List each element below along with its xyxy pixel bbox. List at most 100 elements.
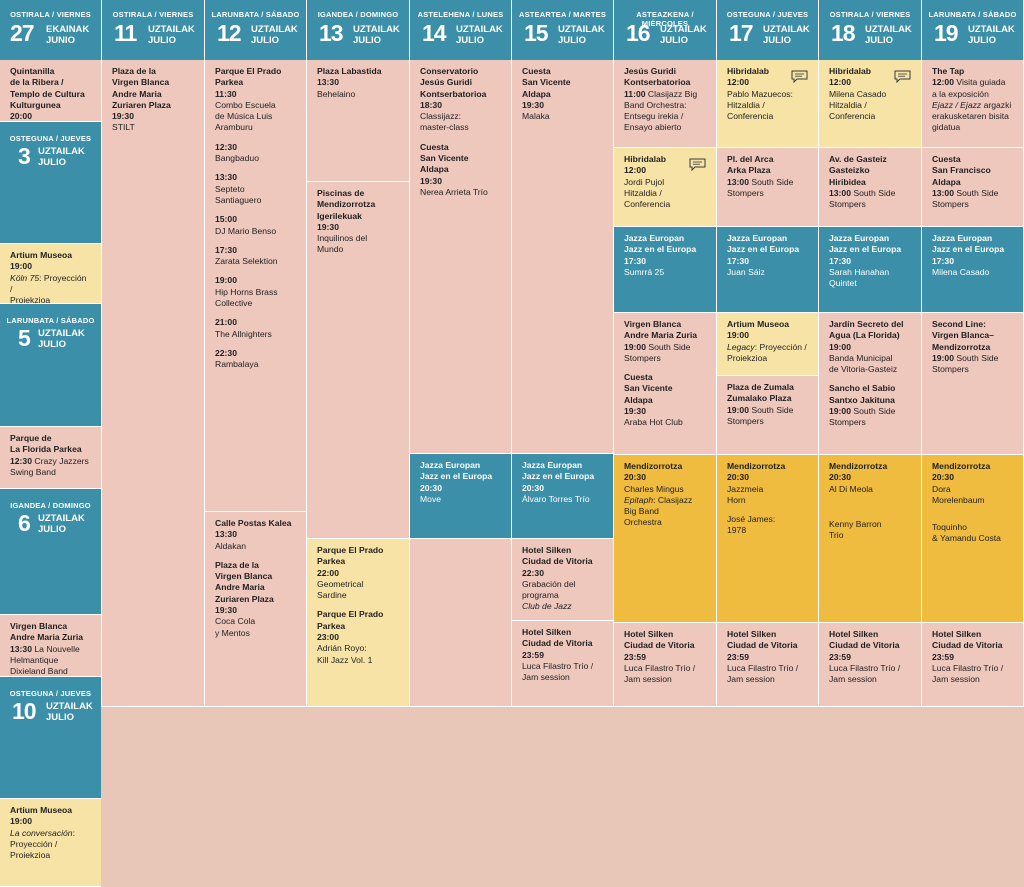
event-cell: Hotel Silken Ciudad de Vitoria 23:59 Luca … — [614, 623, 716, 707]
day-header: LARUNBATA / SÁBADO 5 UZTAILAK JULIO — [0, 304, 101, 427]
venue-name: Hotel Silken Ciudad de Vitoria — [522, 545, 593, 567]
event-time: 12:30 — [10, 455, 32, 466]
venue-name: Parque El Prado Parkea — [317, 609, 384, 631]
event-line: Parque El Prado Parkea — [215, 66, 296, 89]
event-line: 13:00 South Side Stompers — [829, 188, 911, 211]
venue-name: Mendizorrotza — [727, 461, 786, 471]
venue-name: Jazza Europan Jazz en el Europa — [624, 233, 697, 255]
event-cell: Jesús Guridi Kontserbatorioa 11:00 Clasij… — [614, 60, 716, 148]
event-time: 19:00 — [215, 275, 237, 286]
event-detail: Toquinho & Yamandu Costa — [932, 522, 1001, 544]
venue-name: Parque El Prado Parkea — [317, 545, 384, 567]
event-line: 11:00 Clasijazz Big Band Orchestra: Ents… — [624, 89, 706, 134]
day-header: OSTIRALA / VIERNES 11 UZTAILAK JULIO — [102, 0, 204, 60]
venue-name: Cuesta San Francisco Aldapa — [932, 154, 991, 187]
event-line: 22:30 — [522, 568, 603, 579]
spacer — [829, 495, 911, 503]
day-name: IGANDEA / DOMINGO — [10, 501, 91, 510]
event-line: Club de Jazz — [522, 601, 603, 612]
event-line: 13:30 — [215, 529, 296, 540]
event-line: Artium Museoa — [727, 319, 808, 330]
event-time: 19:00 — [624, 341, 646, 352]
event-detail: Milena Casado — [932, 266, 990, 277]
event-cell: Hibridalab 12:00 Jordi Pujol Hitzaldia / C… — [614, 148, 716, 227]
event-line: 19:00 — [10, 261, 91, 272]
venue-name: Mendizorrotza — [932, 461, 991, 471]
event-line: Malaka — [522, 111, 603, 122]
event-line: Jazza Europan Jazz en el Europa — [624, 233, 706, 256]
spacer — [215, 237, 296, 245]
day-name: LARUNBATA / SÁBADO — [928, 10, 1017, 19]
date-number: 19 — [934, 20, 959, 46]
event-cell: Mendizorrotza 20:30 Jazzmeia Horn José Jame… — [717, 455, 818, 623]
event-time: 13:30 — [215, 529, 237, 540]
spacer — [215, 340, 296, 348]
day-name: ASTEAZKENA / MIÉRCOLES — [636, 10, 694, 28]
month-basque: UZTAILAK — [38, 146, 85, 157]
event-time: 12:00 — [624, 165, 646, 176]
venue-name: Cuesta San Vicente Aldapa — [522, 66, 571, 99]
event-detail: Banda Municipal de Vitoria-Gasteiz — [829, 352, 898, 375]
venue-name: Sancho el Sabio Santxo Jakituna — [829, 383, 896, 405]
event-line: Pl. del Arca Arka Plaza — [727, 154, 808, 177]
venue-name: Calle Postas Kalea — [215, 518, 292, 528]
spacer — [215, 267, 296, 275]
day-column: OSTEGUNA / JUEVES 17 UZTAILAK JULIO Hibridal… — [717, 0, 819, 707]
event-detail: South Side Stompers — [829, 406, 896, 428]
event-detail: Rambalaya — [215, 359, 259, 370]
day-column: IGANDEA / DOMINGO 13 UZTAILAK JULIO Plaza La… — [307, 0, 410, 707]
event-time: 19:30 — [522, 99, 544, 110]
day-header: LARUNBATA / SÁBADO 19 UZTAILAK JULIO — [922, 0, 1023, 60]
event-line: The Tap — [932, 66, 1013, 77]
month-spanish: JULIO — [46, 712, 74, 723]
event-line: 12:00 — [829, 77, 911, 88]
event-detail: José James: 1978 — [727, 514, 776, 536]
event-detail: DJ Mario Benso — [215, 225, 277, 236]
event-line: Nerea Arrieta Trío — [420, 187, 501, 198]
event-detail: : Clasijazz Big Band Orchestra — [624, 494, 693, 528]
event-detail: Coca Cola y Mentos — [215, 616, 256, 638]
event-detail: : Proyección / Proiekzioa — [10, 272, 87, 304]
venue-name: Artium Museoa — [10, 250, 73, 260]
venue-name: Jazza Europan Jazz en el Europa — [420, 460, 493, 482]
event-line: Hip Horns Brass Collective — [215, 287, 296, 310]
event-time: 15:00 — [215, 214, 237, 225]
event-line: Araba Hot Club — [624, 417, 706, 428]
event-time: 17:30 — [727, 255, 749, 266]
event-line: 12:00 Visita guiada a la exposición — [932, 77, 1013, 100]
month-basque: UZTAILAK — [148, 24, 195, 35]
venue-name: Hotel Silken Ciudad de Vitoria — [932, 629, 1003, 651]
event-line: 19:00 South Side Stompers — [932, 353, 1013, 376]
spacer — [932, 514, 1013, 522]
event-line: Juan Sáiz — [727, 267, 808, 278]
event-detail: Geometrical Sardine — [317, 578, 364, 601]
event-line: Conservatorio Jesús Guridi Kontserbatori… — [420, 66, 501, 100]
event-cell: Hotel Silken Ciudad de Vitoria 23:59 Luca … — [922, 623, 1023, 707]
spacer — [829, 375, 911, 383]
day-header: OSTIRALA / VIERNES 27 EKAINAK JUNIO — [0, 0, 101, 60]
event-time: 20:30 — [522, 482, 544, 493]
event-line: Milena Casado Hitzaldia / Conferencia — [829, 89, 911, 123]
spacer — [215, 552, 296, 560]
event-line: Hotel Silken Ciudad de Vitoria — [829, 629, 911, 652]
spacer — [215, 206, 296, 214]
month-spanish: JULIO — [38, 524, 66, 535]
event-detail: Álvaro Torres Trío — [522, 493, 590, 504]
date-number: 6 — [18, 510, 31, 536]
spacer — [829, 511, 911, 519]
event-line: Luca Filastro Trío / Jam session — [829, 663, 911, 686]
venue-name: Jardín Secreto del Agua (La Florida) — [829, 319, 904, 341]
venue-name: Piscinas de Mendizorrotza Igerilekuak — [317, 188, 376, 221]
event-cell: Mendizorrotza 20:30 Charles Mingus Epitaph:… — [614, 455, 716, 623]
event-line: Mendizorrotza — [624, 461, 706, 472]
event-line: La conversación: Proyección / Proiekzioa — [10, 828, 91, 862]
event-time: 17:30 — [829, 255, 851, 266]
event-detail: Clasijazz Big Band Orchestra: Entsegu ir… — [624, 88, 698, 133]
speech-bubble-icon — [894, 70, 911, 84]
venue-name: Jazza Europan Jazz en el Europa — [522, 460, 595, 482]
event-line: Mendizorrotza — [829, 461, 911, 472]
day-column: ASTEARTEA / MARTES 15 UZTAILAK JULIO Cuesta … — [512, 0, 614, 707]
event-detail: Move — [420, 493, 442, 504]
event-time: 18:30 — [420, 99, 442, 110]
event-detail: Jordi Pujol Hitzaldia / Conferencia — [624, 176, 671, 210]
